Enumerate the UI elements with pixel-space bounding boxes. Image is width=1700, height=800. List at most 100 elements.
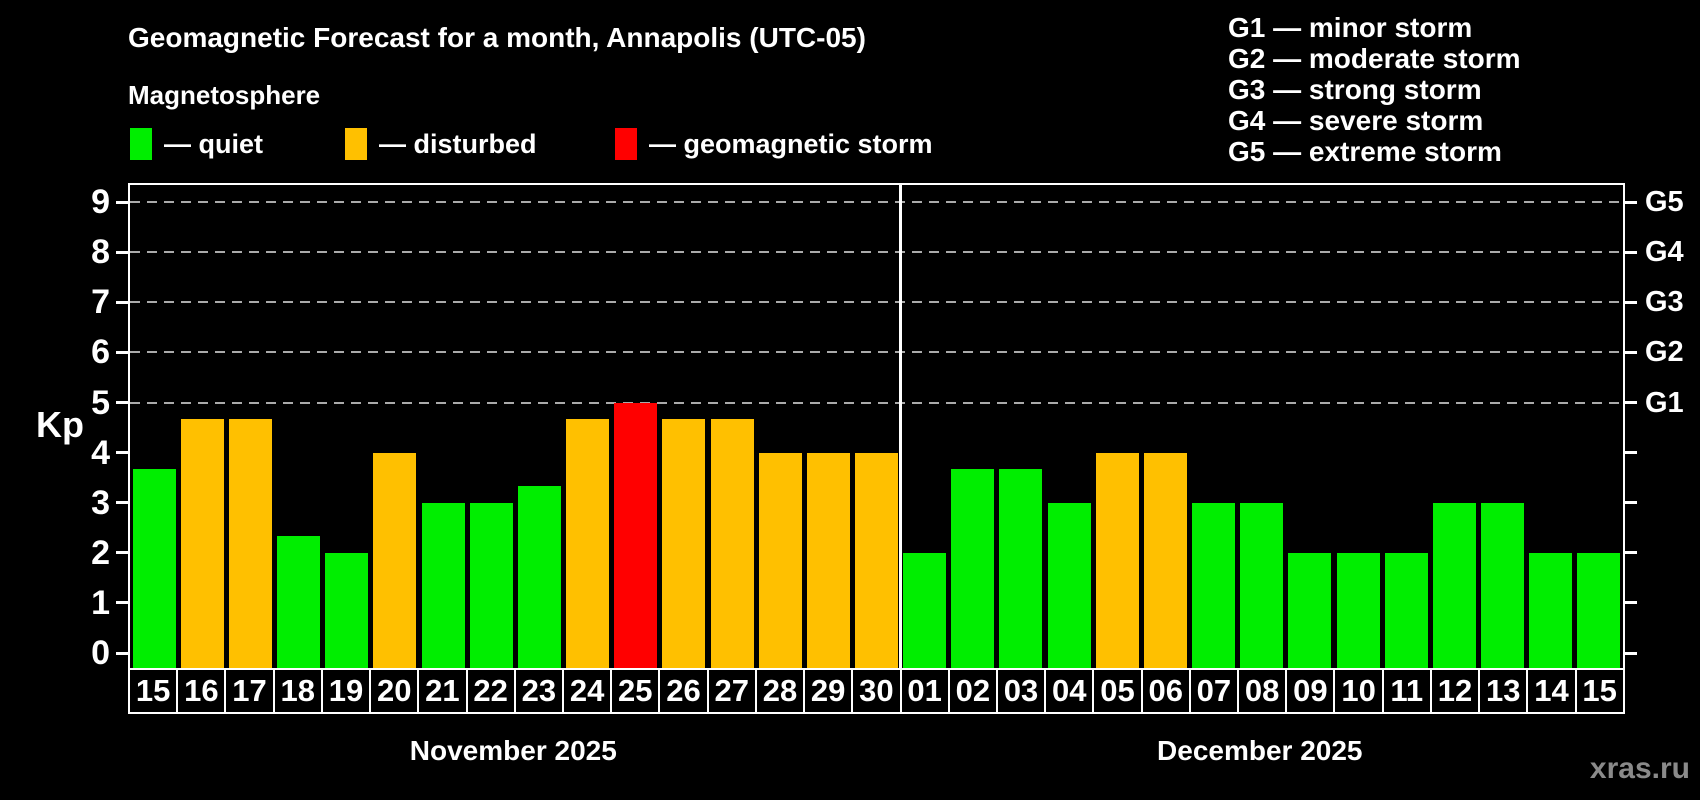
kp-axis-title: Kp xyxy=(36,404,84,445)
g-level-label-g3: G3 xyxy=(1645,286,1684,319)
legend-swatch-disturbed xyxy=(345,128,367,160)
g-scale-line-5: G5 — extreme storm xyxy=(1228,136,1502,167)
kp-bar xyxy=(1529,552,1573,668)
right-axis-tick xyxy=(1625,551,1637,555)
kp-bar xyxy=(421,502,465,668)
date-label: 13 xyxy=(1478,668,1529,714)
plot-inner xyxy=(130,185,1623,668)
date-label: 05 xyxy=(1092,668,1143,714)
kp-bar xyxy=(180,419,224,668)
g-scale-legend: G1 — minor storm G2 — moderate storm G3 — … xyxy=(1228,12,1521,167)
date-label: 07 xyxy=(1188,668,1240,714)
watermark: xras.ru xyxy=(1589,752,1690,785)
date-label: 30 xyxy=(851,668,902,714)
right-axis-tick xyxy=(1625,651,1637,655)
kp-bar xyxy=(1192,502,1236,668)
date-label: 02 xyxy=(947,668,998,714)
g-level-label-g2: G2 xyxy=(1645,336,1684,369)
date-label: 11 xyxy=(1381,668,1432,714)
right-axis-tick xyxy=(1625,350,1637,354)
plot-area xyxy=(128,183,1625,668)
kp-bar xyxy=(469,502,513,668)
magnetosphere-legend: — quiet — disturbed — geomagnetic storm xyxy=(0,128,1100,168)
kp-bar xyxy=(1481,502,1525,668)
kp-tick-label: 1 xyxy=(91,583,110,622)
gridline-kp7 xyxy=(130,301,1623,304)
kp-tick-label: 8 xyxy=(91,233,110,272)
g-scale-line-3: G3 — strong storm xyxy=(1228,74,1482,105)
date-label: 24 xyxy=(561,668,613,714)
legend-item-quiet: — quiet xyxy=(130,128,263,160)
date-label: 21 xyxy=(417,668,468,714)
kp-bar xyxy=(758,452,802,668)
kp-bar xyxy=(277,536,321,668)
left-axis-tick xyxy=(116,501,128,505)
kp-bar xyxy=(710,419,754,668)
g-level-label-g1: G1 xyxy=(1645,386,1684,419)
date-label: 19 xyxy=(320,668,372,714)
month-labels-row: November 2025 December 2025 xyxy=(128,735,1625,775)
right-axis-tick xyxy=(1625,300,1637,304)
kp-bar xyxy=(1577,552,1621,668)
kp-tick-label: 7 xyxy=(91,283,110,322)
gridline-kp5 xyxy=(130,401,1623,404)
date-axis-row: 15 16 17 18 19 20 21 22 23 24 25 26 27 28 29 30 01 02 03 04… xyxy=(128,668,1625,714)
g-level-label-g5: G5 xyxy=(1645,186,1684,219)
kp-tick-label: 9 xyxy=(91,183,110,222)
date-label: 22 xyxy=(465,668,516,714)
date-label: 01 xyxy=(899,668,950,714)
legend-swatch-quiet xyxy=(130,128,152,160)
kp-bar xyxy=(855,452,898,668)
legend-label: — disturbed xyxy=(379,128,537,159)
kp-tick-label: 6 xyxy=(91,333,110,372)
date-label: 03 xyxy=(995,668,1047,714)
date-label: 16 xyxy=(176,668,227,714)
legend-item-disturbed: — disturbed xyxy=(345,128,537,160)
page-title: Geomagnetic Forecast for a month, Annapo… xyxy=(128,22,866,53)
date-label: 04 xyxy=(1044,668,1095,714)
kp-bar xyxy=(1095,452,1139,668)
kp-bar xyxy=(1240,502,1284,668)
kp-bar xyxy=(1336,552,1380,668)
g-scale-line-2: G2 — moderate storm xyxy=(1228,43,1521,74)
kp-bar xyxy=(662,419,706,668)
left-axis-tick xyxy=(116,601,128,605)
kp-bar xyxy=(951,469,995,668)
kp-bar xyxy=(903,552,947,668)
date-label: 09 xyxy=(1285,668,1336,714)
legend-label: — quiet xyxy=(164,128,263,159)
left-axis-tick xyxy=(116,250,128,254)
date-label: 18 xyxy=(272,668,323,714)
kp-tick-label: 2 xyxy=(91,533,110,572)
kp-bar xyxy=(1384,552,1428,668)
kp-bar xyxy=(806,452,850,668)
date-label: 06 xyxy=(1140,668,1191,714)
date-label: 25 xyxy=(610,668,661,714)
kp-bar xyxy=(132,469,176,668)
right-axis-tick xyxy=(1625,401,1637,404)
right-axis-tick xyxy=(1625,250,1637,254)
kp-bar xyxy=(373,452,417,668)
month-divider-line xyxy=(899,185,903,668)
g-level-label-g4: G4 xyxy=(1645,236,1684,269)
gridline-kp6 xyxy=(130,351,1623,354)
kp-bar xyxy=(325,552,369,668)
kp-bar xyxy=(1432,502,1476,668)
left-axis-tick xyxy=(116,451,128,455)
date-label: 28 xyxy=(754,668,806,714)
g-scale-line-4: G4 — severe storm xyxy=(1228,105,1484,136)
kp-tick-label: 5 xyxy=(91,383,110,422)
date-label: 15 xyxy=(128,668,179,714)
legend-swatch-storm xyxy=(615,128,637,160)
date-label: 27 xyxy=(706,668,757,714)
kp-tick-label: 3 xyxy=(91,483,110,522)
right-axis-tick xyxy=(1625,501,1637,505)
date-label: 10 xyxy=(1333,668,1384,714)
left-axis-tick xyxy=(116,200,128,204)
kp-bar xyxy=(1143,452,1187,668)
legend-label: — geomagnetic storm xyxy=(649,128,933,159)
g-scale-line-1: G1 — minor storm xyxy=(1228,12,1473,43)
kp-bar xyxy=(1047,502,1091,668)
date-label: 15 xyxy=(1574,668,1625,714)
